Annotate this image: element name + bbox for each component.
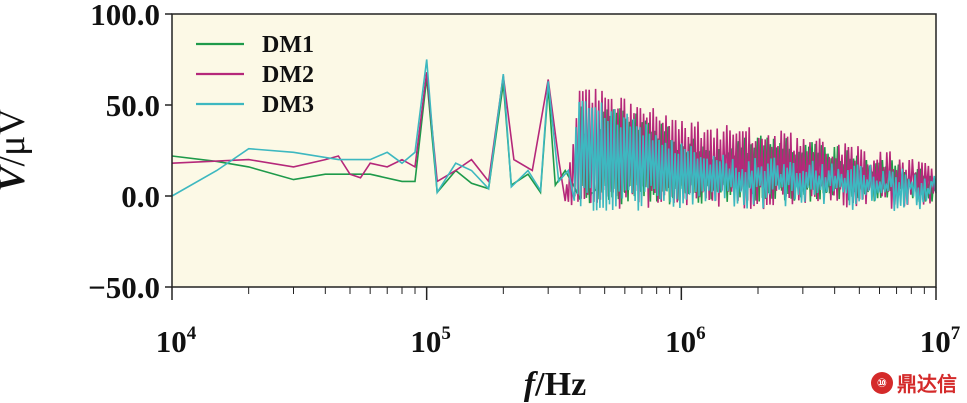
watermark: ⑩ 鼎达信 [871, 368, 957, 397]
series-layer [171, 59, 937, 211]
x-axis-label: f/Hz [524, 366, 586, 403]
series-line-dm2 [171, 72, 936, 210]
watermark-text: 鼎达信 [897, 372, 957, 396]
plot-frame [171, 13, 937, 288]
legend: DM1 DM2 DM3 [196, 32, 314, 118]
y-tick-label: −50.0 [88, 270, 160, 305]
legend-label-dm3: DM3 [262, 92, 314, 118]
series-line-dm3 [171, 59, 937, 211]
y-tick-label: 0.0 [121, 179, 160, 214]
x-tick-label: 105 [410, 323, 451, 359]
x-tick-label: 104 [156, 323, 197, 359]
y-tick-label: 100.0 [90, 0, 160, 32]
watermark-logo-icon: ⑩ [871, 371, 893, 394]
x-tick-label: 106 [665, 323, 706, 359]
y-axis-label: V/μV [0, 108, 33, 192]
axes-layer: 100.0 50.0 0.0 −50.0 104 105 106 107 [88, 0, 961, 359]
legend-label-dm1: DM1 [262, 32, 314, 58]
x-tick-label: 107 [920, 323, 961, 359]
legend-label-dm2: DM2 [262, 62, 314, 88]
y-tick-label: 50.0 [106, 88, 160, 123]
